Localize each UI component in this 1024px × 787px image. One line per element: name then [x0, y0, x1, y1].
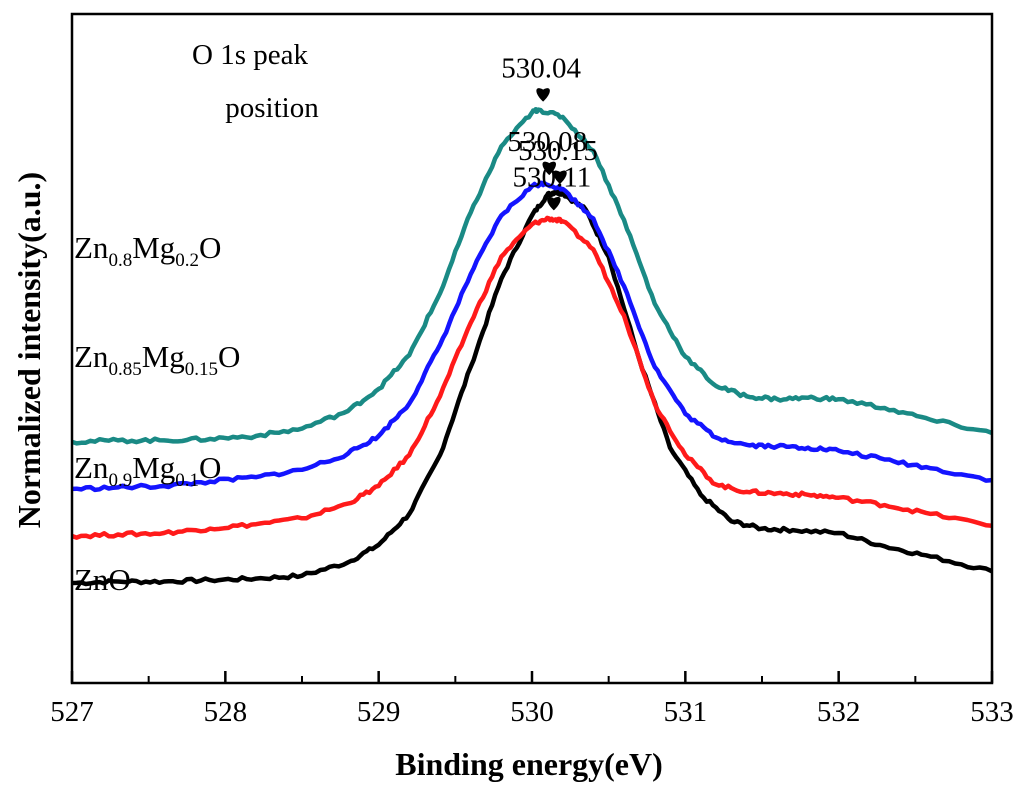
x-tick-label: 532 [817, 696, 861, 728]
peak-label-zn08: 530.04 [501, 53, 581, 85]
series-line-zno [71, 189, 993, 587]
x-tick-label: 529 [357, 696, 401, 728]
series-line-zn08 [71, 106, 993, 446]
series-line-zn09 [71, 215, 993, 540]
x-tick-label: 533 [970, 696, 1014, 728]
series-label-subscript: 0.9 [108, 470, 132, 491]
x-tick-label: 528 [204, 696, 248, 728]
series-label-part: O [199, 230, 221, 265]
series-label-part: Mg [132, 230, 175, 265]
series-label-zn085: Zn0.85Mg0.15O [74, 339, 240, 380]
series-label-zn09: Zn0.9Mg0.1O [74, 450, 221, 491]
series-label-part: Mg [142, 339, 185, 374]
axes-layer: 527 528 529 530 531 532 533 [50, 12, 1014, 728]
series-label-part: Zn [74, 339, 109, 374]
series-label-zn08: Zn0.8Mg0.2O [74, 230, 221, 271]
series-layer [71, 106, 993, 587]
series-label-subscript: 0.1 [175, 470, 199, 491]
series-label-part: O [218, 339, 240, 374]
series-line-zn085 [71, 180, 993, 493]
y-axis-title: Normalized intensity(a.u.) [11, 172, 47, 528]
annotation-line-2: position [225, 92, 319, 124]
labels-layer: 530.15ZnO530.11Zn0.9Mg0.1O530.08Zn0.85Mg… [74, 53, 598, 597]
x-axis-title: Binding energy(eV) [395, 746, 663, 782]
series-label-part: ZnO [74, 562, 131, 597]
series-label-part: Zn [74, 230, 109, 265]
x-tick-label: 530 [510, 696, 554, 728]
series-label-part: O [199, 450, 221, 485]
peak-label-zno: 530.15 [518, 135, 598, 167]
x-tick-label: 527 [50, 696, 94, 728]
series-label-part: Mg [132, 450, 175, 485]
x-tick-label: 531 [664, 696, 708, 728]
peak-marker-zn09 [547, 196, 561, 211]
peak-marker-zn08 [536, 88, 550, 102]
peak-label-zn085: 530.08 [507, 126, 587, 158]
series-label-subscript: 0.8 [108, 250, 132, 271]
peak-marker-zno [553, 170, 567, 184]
series-label-part: Zn [74, 450, 109, 485]
series-label-subscript: 0.15 [185, 359, 218, 380]
series-label-subscript: 0.2 [175, 250, 199, 271]
series-label-subscript: 0.85 [108, 359, 141, 380]
series-label-zno: ZnO [74, 562, 131, 597]
annotation-line-1: O 1s peak [192, 39, 308, 71]
peak-marker-zn085 [542, 161, 557, 176]
